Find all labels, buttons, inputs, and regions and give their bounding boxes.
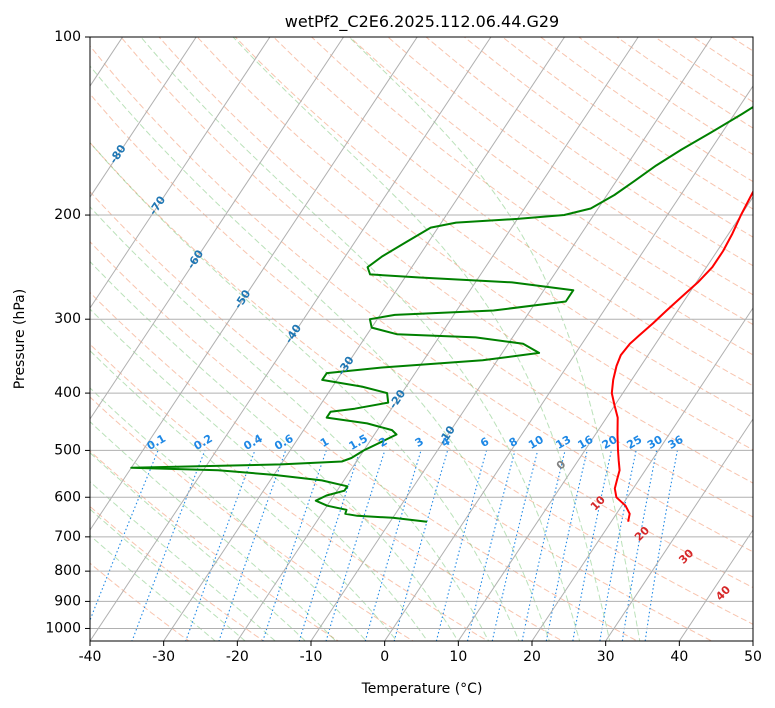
moist-adiabat-line [232,37,611,641]
moist-adiabat-line [90,508,246,641]
isotherm-line [605,418,753,641]
y-tick-label: 900 [54,593,81,609]
isotherm-line [90,37,345,420]
y-tick-label: 1000 [45,620,81,636]
dry-adiabat-line [158,37,753,484]
isobar-lines [90,37,753,629]
x-tick-label: -40 [79,649,102,665]
dry-adiabat-line [90,505,265,641]
dry-adiabat-line [90,291,564,641]
x-tick-label: -30 [152,649,175,665]
x-tick-label: 0 [380,649,389,665]
x-tick-label: 40 [670,649,688,665]
x-tick-label: -10 [300,649,323,665]
y-tick-label: 700 [54,529,81,545]
isotherm-line [678,529,753,641]
dry-adiabat-line [234,37,753,419]
y-tick-label: 200 [54,207,81,223]
moist-adiabat-line [90,141,520,641]
isotherm-line [90,37,197,198]
y-tick-label: 400 [54,385,81,401]
dry-adiabat-line [311,37,753,356]
isotherm-line [90,37,271,309]
isotherm-line [90,37,492,641]
axes: -40 -30 -20 -10 0 10 20 30 40 50 1000 900 800 700 600 5… [45,29,762,665]
isotherm-line [310,37,713,641]
chart-title: wetPf2_C2E6.2025.112.06.44.G29 [285,12,559,32]
dewpoint-line [130,105,753,523]
y-axis-label: Pressure (hPa) [12,289,28,389]
isotherm-line [236,37,639,641]
dry-adiabat-line [90,191,713,641]
isotherm-lines [90,37,753,641]
isotherm-line [163,37,566,641]
isotherm-line [384,85,753,641]
moist-adiabat-line [90,534,216,641]
y-tick-label: 500 [54,442,81,458]
y-tick-label: 800 [54,563,81,579]
isotherm-line [90,37,418,531]
x-axis-label: Temperature (°C) [361,681,483,697]
moist-adiabat-line [90,65,550,641]
x-tick-label: 10 [449,649,467,665]
isotherm-line [531,307,753,641]
y-tick-label: 300 [54,311,81,327]
plot-area: -100-90-80-70-60-50-40-30-20-100.10.20.4… [90,37,753,641]
dry-adiabat-line [387,37,753,296]
x-tick-label: -20 [226,649,249,665]
x-tick-label: 20 [523,649,541,665]
x-tick-label: 50 [744,649,762,665]
temperature-line [610,189,753,522]
y-tick-label: 600 [54,489,81,505]
plot-frame [89,36,754,642]
moist-adiabat-line [90,206,490,641]
isotherm-line [457,196,753,641]
x-tick-label: 30 [597,649,615,665]
moist-adiabat-line [90,421,337,641]
sounding-series [130,105,753,523]
y-tick-label: 100 [54,29,81,45]
